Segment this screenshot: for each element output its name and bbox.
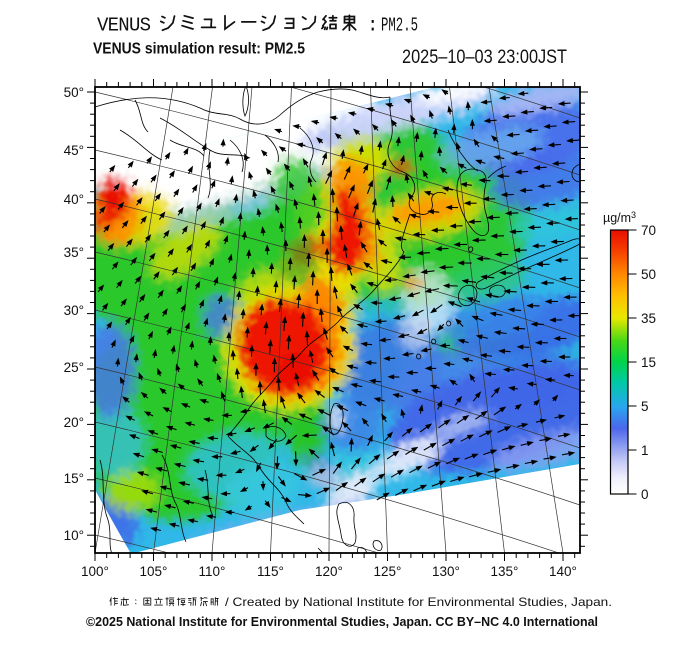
svg-text:115°: 115° [257,564,284,579]
svg-text:125°: 125° [374,564,402,579]
svg-text:20°: 20° [64,415,84,430]
svg-text:1: 1 [641,443,649,458]
svg-text:©2025 National Institute for E: ©2025 National Institute for Environment… [86,614,598,629]
svg-text:50°: 50° [64,85,84,100]
svg-text:PM2.5: PM2.5 [381,15,418,37]
svg-text:100°: 100° [81,564,109,579]
svg-text:50: 50 [641,267,656,282]
svg-text:135°: 135° [491,564,519,579]
svg-text:35: 35 [641,311,656,326]
svg-text:120°: 120° [315,564,343,579]
svg-text:45°: 45° [64,143,84,158]
svg-text::: : [367,15,378,37]
svg-text:10°: 10° [64,528,84,543]
svg-text:140°: 140° [549,564,577,579]
svg-text:105°: 105° [140,564,168,579]
svg-text:110°: 110° [199,564,226,579]
svg-text:2025–10–03 23:00JST: 2025–10–03 23:00JST [402,47,567,68]
svg-text:VENUS simulation result: PM2.5: VENUS simulation result: PM2.5 [93,41,305,58]
svg-text:VENUS: VENUS [97,15,151,37]
svg-text:5: 5 [641,399,649,414]
svg-text:15°: 15° [64,471,84,486]
svg-text:30°: 30° [64,303,84,318]
svg-text:µg/m3: µg/m3 [603,210,636,225]
svg-text:40°: 40° [64,192,84,207]
svg-text:0: 0 [641,487,649,502]
svg-text:15: 15 [641,355,656,370]
svg-text:130°: 130° [432,564,460,579]
svg-text:25°: 25° [64,360,84,375]
svg-text:/ Created by National Institut: / Created by National Institute for Envi… [225,595,612,609]
svg-text:35°: 35° [64,245,84,260]
svg-text:70: 70 [641,223,656,238]
